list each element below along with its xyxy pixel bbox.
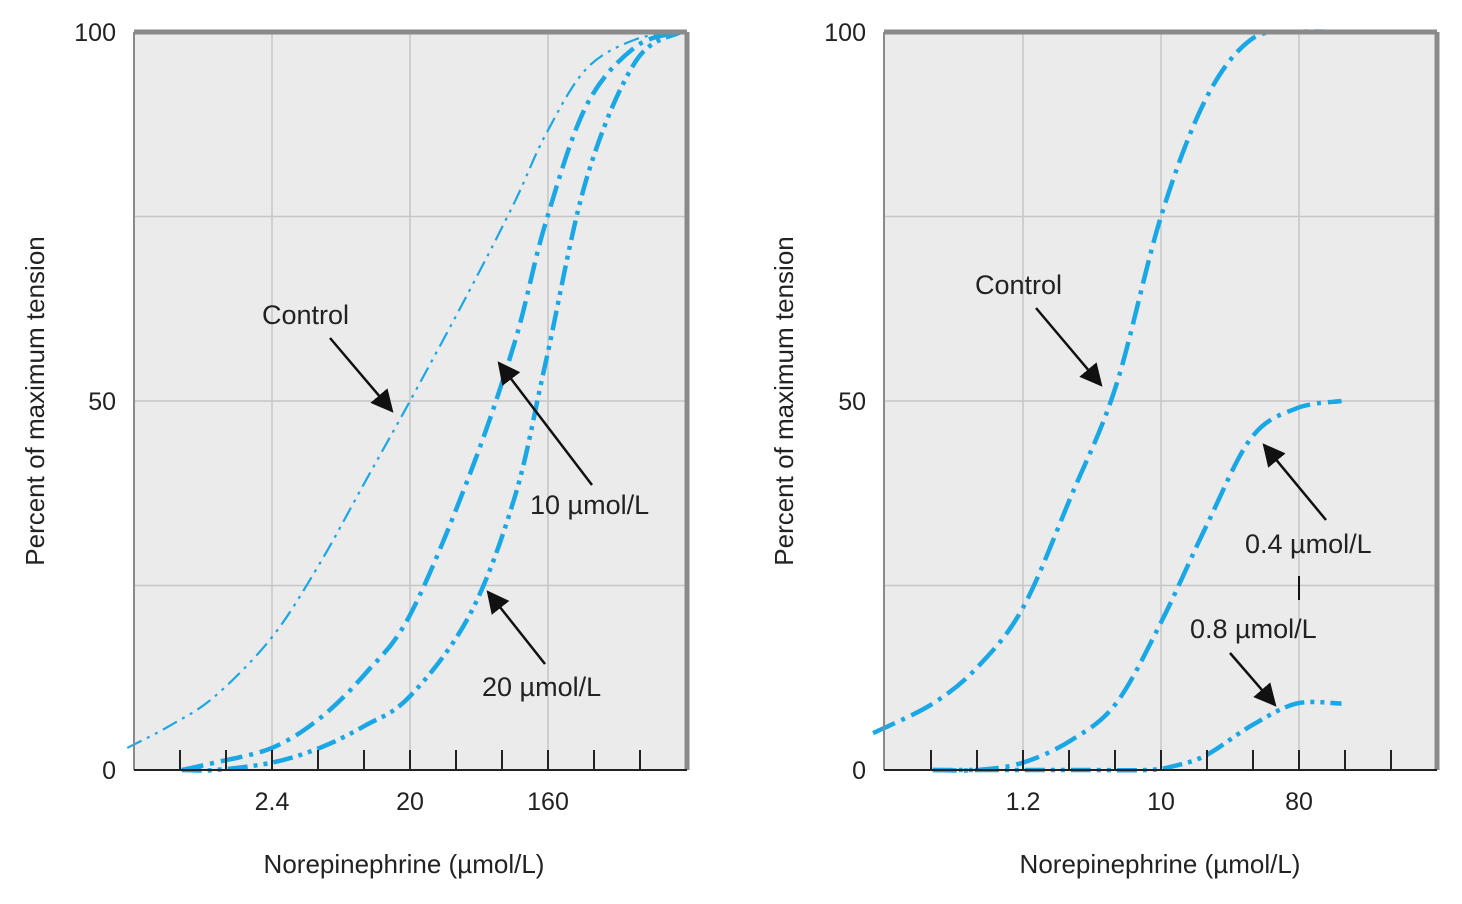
left-y-axis-title: Percent of maximum tension [20,236,50,565]
right-ytick-label-50: 50 [838,388,866,416]
left-xtick-label-2.4: 2.4 [255,788,290,816]
left-annotation-control: Control [262,300,349,330]
right-xtick-label-1.2: 1.2 [1006,788,1041,816]
left-x-axis-title: Norepinephrine (µmol/L) [264,849,545,879]
left-ytick-label-50: 50 [88,388,116,416]
right-annotation-0.4: 0.4 µmol/L [1245,529,1372,559]
left-arrow-control [329,337,394,413]
left-panel: 100 50 0 2.4 20 160 Norepinephrine (µmol… [20,19,690,879]
right-annotation-0.8: 0.8 µmol/L [1190,614,1317,644]
left-curves [126,29,682,773]
right-curve-1 [932,398,1342,773]
right-x-axis-title: Norepinephrine (µmol/L) [1020,849,1301,879]
right-xtick-label-10: 10 [1147,788,1175,816]
left-curve-2 [181,29,682,773]
left-curve-1 [181,29,682,773]
right-y-axis-title: Percent of maximum tension [769,236,799,565]
right-curve-0 [872,29,1342,736]
left-gridlines [134,32,687,770]
left-xtick-label-160: 160 [527,788,569,816]
right-annotation-control: Control [975,270,1062,300]
left-arrow-10 [497,361,593,486]
right-gridlines [884,32,1437,770]
right-curves [872,29,1342,773]
right-ytick-label-100: 100 [824,19,866,47]
left-ytick-label-0: 0 [102,757,116,785]
left-arrow-20 [486,590,546,665]
right-curve-2 [932,699,1342,773]
right-arrow-0.4 [1262,443,1327,521]
right-arrow-control [1035,307,1103,387]
left-xtick-label-20: 20 [396,788,424,816]
left-annotation-10: 10 µmol/L [530,490,649,520]
left-x-ticks [179,750,641,770]
right-xtick-label-80: 80 [1285,788,1313,816]
left-ytick-label-100: 100 [74,19,116,47]
right-ytick-label-0: 0 [852,757,866,785]
left-annotation-20: 20 µmol/L [482,672,601,702]
right-panel: 100 50 0 1.2 10 80 Norepinephrine (µmol/… [769,19,1440,879]
right-x-ticks [930,750,1392,770]
right-arrow-0.8 [1229,652,1277,707]
